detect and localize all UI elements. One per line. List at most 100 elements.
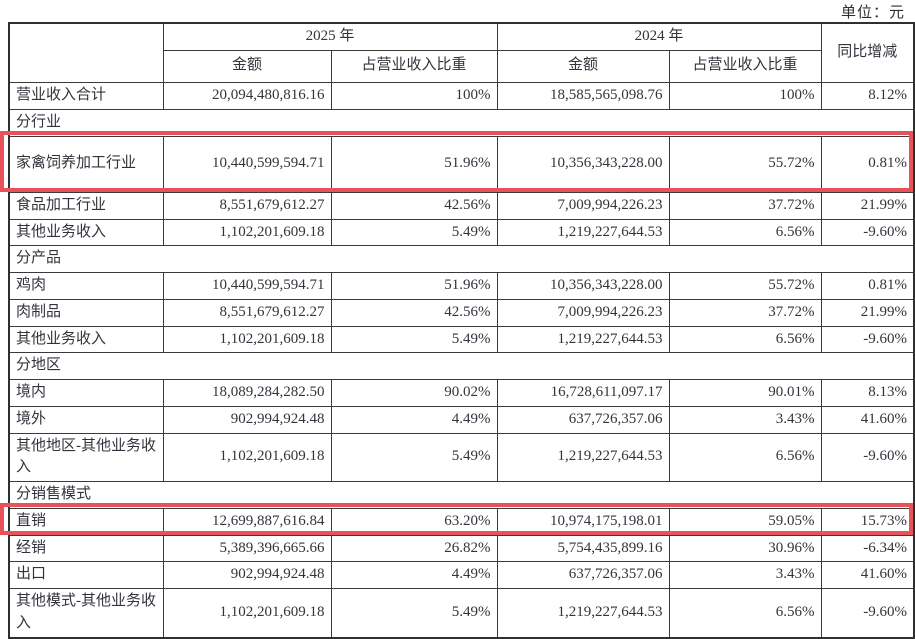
pct-2025: 100% [330,81,498,110]
pct-2024: 37.72% [668,191,822,220]
table-row-other-model: 其他模式-其他业务收入 1,102,201,609.18 5.49% 1,219… [8,588,915,638]
amount-2025: 1,102,201,609.18 [162,218,332,247]
row-label: 其他模式-其他业务收入 [8,588,164,638]
amount-2025: 12,699,887,616.84 [162,507,332,536]
amount-2025: 5,389,396,665.66 [162,534,332,563]
pct-2025: 90.02% [330,379,498,407]
amount-2025: 10,440,599,594.71 [162,135,332,193]
table-row-other-business-product: 其他业务收入 1,102,201,609.18 5.49% 1,219,227,… [8,325,915,354]
table-row-other-business-industry: 其他业务收入 1,102,201,609.18 5.49% 1,219,227,… [8,218,915,247]
row-label: 鸡肉 [8,272,164,300]
pct-2024: 90.01% [668,379,822,407]
amount-2024: 10,356,343,228.00 [496,272,670,300]
section-label: 分产品 [8,245,915,273]
row-label: 境内 [8,379,164,407]
section-label: 分地区 [8,352,915,380]
amount-2024: 1,219,227,644.53 [496,432,670,482]
pct-2024: 37.72% [668,298,822,327]
amount-2024: 16,728,611,097.17 [496,379,670,407]
yoy-value: 8.13% [820,379,915,407]
pct-2025: 51.96% [330,135,498,193]
amount-2024: 1,219,227,644.53 [496,218,670,247]
pct-2025: 5.49% [330,432,498,482]
section-row-by-region: 分地区 [8,352,915,380]
yoy-value: 41.60% [820,405,915,434]
row-label: 直销 [8,507,164,536]
pct-2024: 3.43% [668,405,822,434]
pct-2025: 51.96% [330,272,498,300]
yoy-header: 同比增减 [820,22,915,83]
row-label: 其他地区-其他业务收入 [8,432,164,482]
pct-2025: 42.56% [330,191,498,220]
amount-2024: 637,726,357.06 [496,405,670,434]
unit-label: 单位：元 [840,5,905,21]
amount-2024: 7,009,994,226.23 [496,191,670,220]
amount-2024: 1,219,227,644.53 [496,588,670,638]
pct-2024: 6.56% [668,218,822,247]
row-label: 食品加工行业 [8,191,164,220]
row-label: 其他业务收入 [8,325,164,354]
table-row-direct-sales: 直销 12,699,887,616.84 63.20% 10,974,175,1… [8,507,915,536]
yoy-value: -9.60% [820,588,915,638]
amount-2024-header: 金额 [496,49,670,83]
pct-2025: 4.49% [330,405,498,434]
table-row-poultry-industry: 家禽饲养加工行业 10,440,599,594.71 51.96% 10,356… [8,135,915,193]
section-row-by-product: 分产品 [8,245,915,273]
yoy-value: -9.60% [820,218,915,247]
row-label: 出口 [8,561,164,589]
amount-2024: 7,009,994,226.23 [496,298,670,327]
pct-2025: 63.20% [330,507,498,536]
amount-2024: 1,219,227,644.53 [496,325,670,354]
amount-2024: 18,585,565,098.76 [496,81,670,110]
yoy-value: -9.60% [820,432,915,482]
pct-2024: 6.56% [668,325,822,354]
amount-2024: 5,754,435,899.16 [496,534,670,563]
row-label: 家禽饲养加工行业 [8,135,164,193]
amount-2025: 8,551,679,612.27 [162,191,332,220]
year-2024-header: 2024 年 [496,22,822,51]
pct-2024: 6.56% [668,588,822,638]
revenue-breakdown-table: 2025 年 2024 年 同比增减 金额 占营业收入比重 金额 占营业收入比重… [8,22,915,639]
pct-2025-header: 占营业收入比重 [330,49,498,83]
corner-cell [8,22,164,83]
section-label: 分销售模式 [8,481,915,509]
yoy-value: 21.99% [820,191,915,220]
pct-2025: 42.56% [330,298,498,327]
table-row-chicken: 鸡肉 10,440,599,594.71 51.96% 10,356,343,2… [8,272,915,300]
row-label: 营业收入合计 [8,81,164,110]
yoy-value: 8.12% [820,81,915,110]
pct-2024: 59.05% [668,507,822,536]
yoy-value: 0.81% [820,272,915,300]
row-label: 其他业务收入 [8,218,164,247]
pct-2024: 6.56% [668,432,822,482]
yoy-value: -9.60% [820,325,915,354]
amount-2025: 1,102,201,609.18 [162,325,332,354]
table-row-food-processing: 食品加工行业 8,551,679,612.27 42.56% 7,009,994… [8,191,915,220]
yoy-value: 41.60% [820,561,915,589]
table-row-export: 出口 902,994,924.48 4.49% 637,726,357.06 3… [8,561,915,589]
row-label: 肉制品 [8,298,164,327]
amount-2025: 1,102,201,609.18 [162,588,332,638]
section-row-by-industry: 分行业 [8,108,915,137]
amount-2024: 637,726,357.06 [496,561,670,589]
pct-2025: 26.82% [330,534,498,563]
yoy-value: 15.73% [820,507,915,536]
yoy-value: 0.81% [820,135,915,193]
table-row-other-region: 其他地区-其他业务收入 1,102,201,609.18 5.49% 1,219… [8,432,915,482]
amount-2025: 20,094,480,816.16 [162,81,332,110]
amount-2025: 902,994,924.48 [162,405,332,434]
pct-2024-header: 占营业收入比重 [668,49,822,83]
pct-2024: 100% [668,81,822,110]
table-row-total-revenue: 营业收入合计 20,094,480,816.16 100% 18,585,565… [8,81,915,110]
yoy-value: -6.34% [820,534,915,563]
section-label: 分行业 [8,108,915,137]
year-2025-header: 2025 年 [162,22,498,51]
amount-2024: 10,356,343,228.00 [496,135,670,193]
pct-2024: 55.72% [668,272,822,300]
pct-2024: 30.96% [668,534,822,563]
pct-2025: 5.49% [330,588,498,638]
yoy-value: 21.99% [820,298,915,327]
amount-2025: 1,102,201,609.18 [162,432,332,482]
pct-2025: 5.49% [330,218,498,247]
pct-2024: 55.72% [668,135,822,193]
